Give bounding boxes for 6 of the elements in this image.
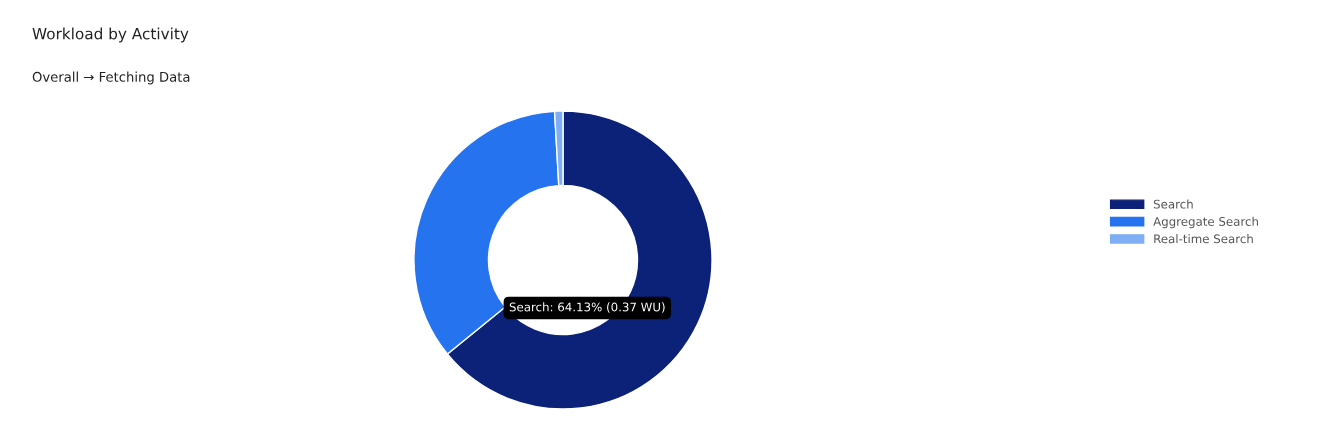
text: Workload by Activity: [32, 27, 189, 43]
legend-label: Search: [1153, 199, 1193, 209]
legend-label: Aggregate Search: [1153, 216, 1258, 229]
text: Search: 64.13% (0.37 WU): [509, 302, 665, 313]
text: Overall → Fetching Data: [32, 71, 190, 85]
legend-label: Real-time Search: [1154, 234, 1253, 244]
